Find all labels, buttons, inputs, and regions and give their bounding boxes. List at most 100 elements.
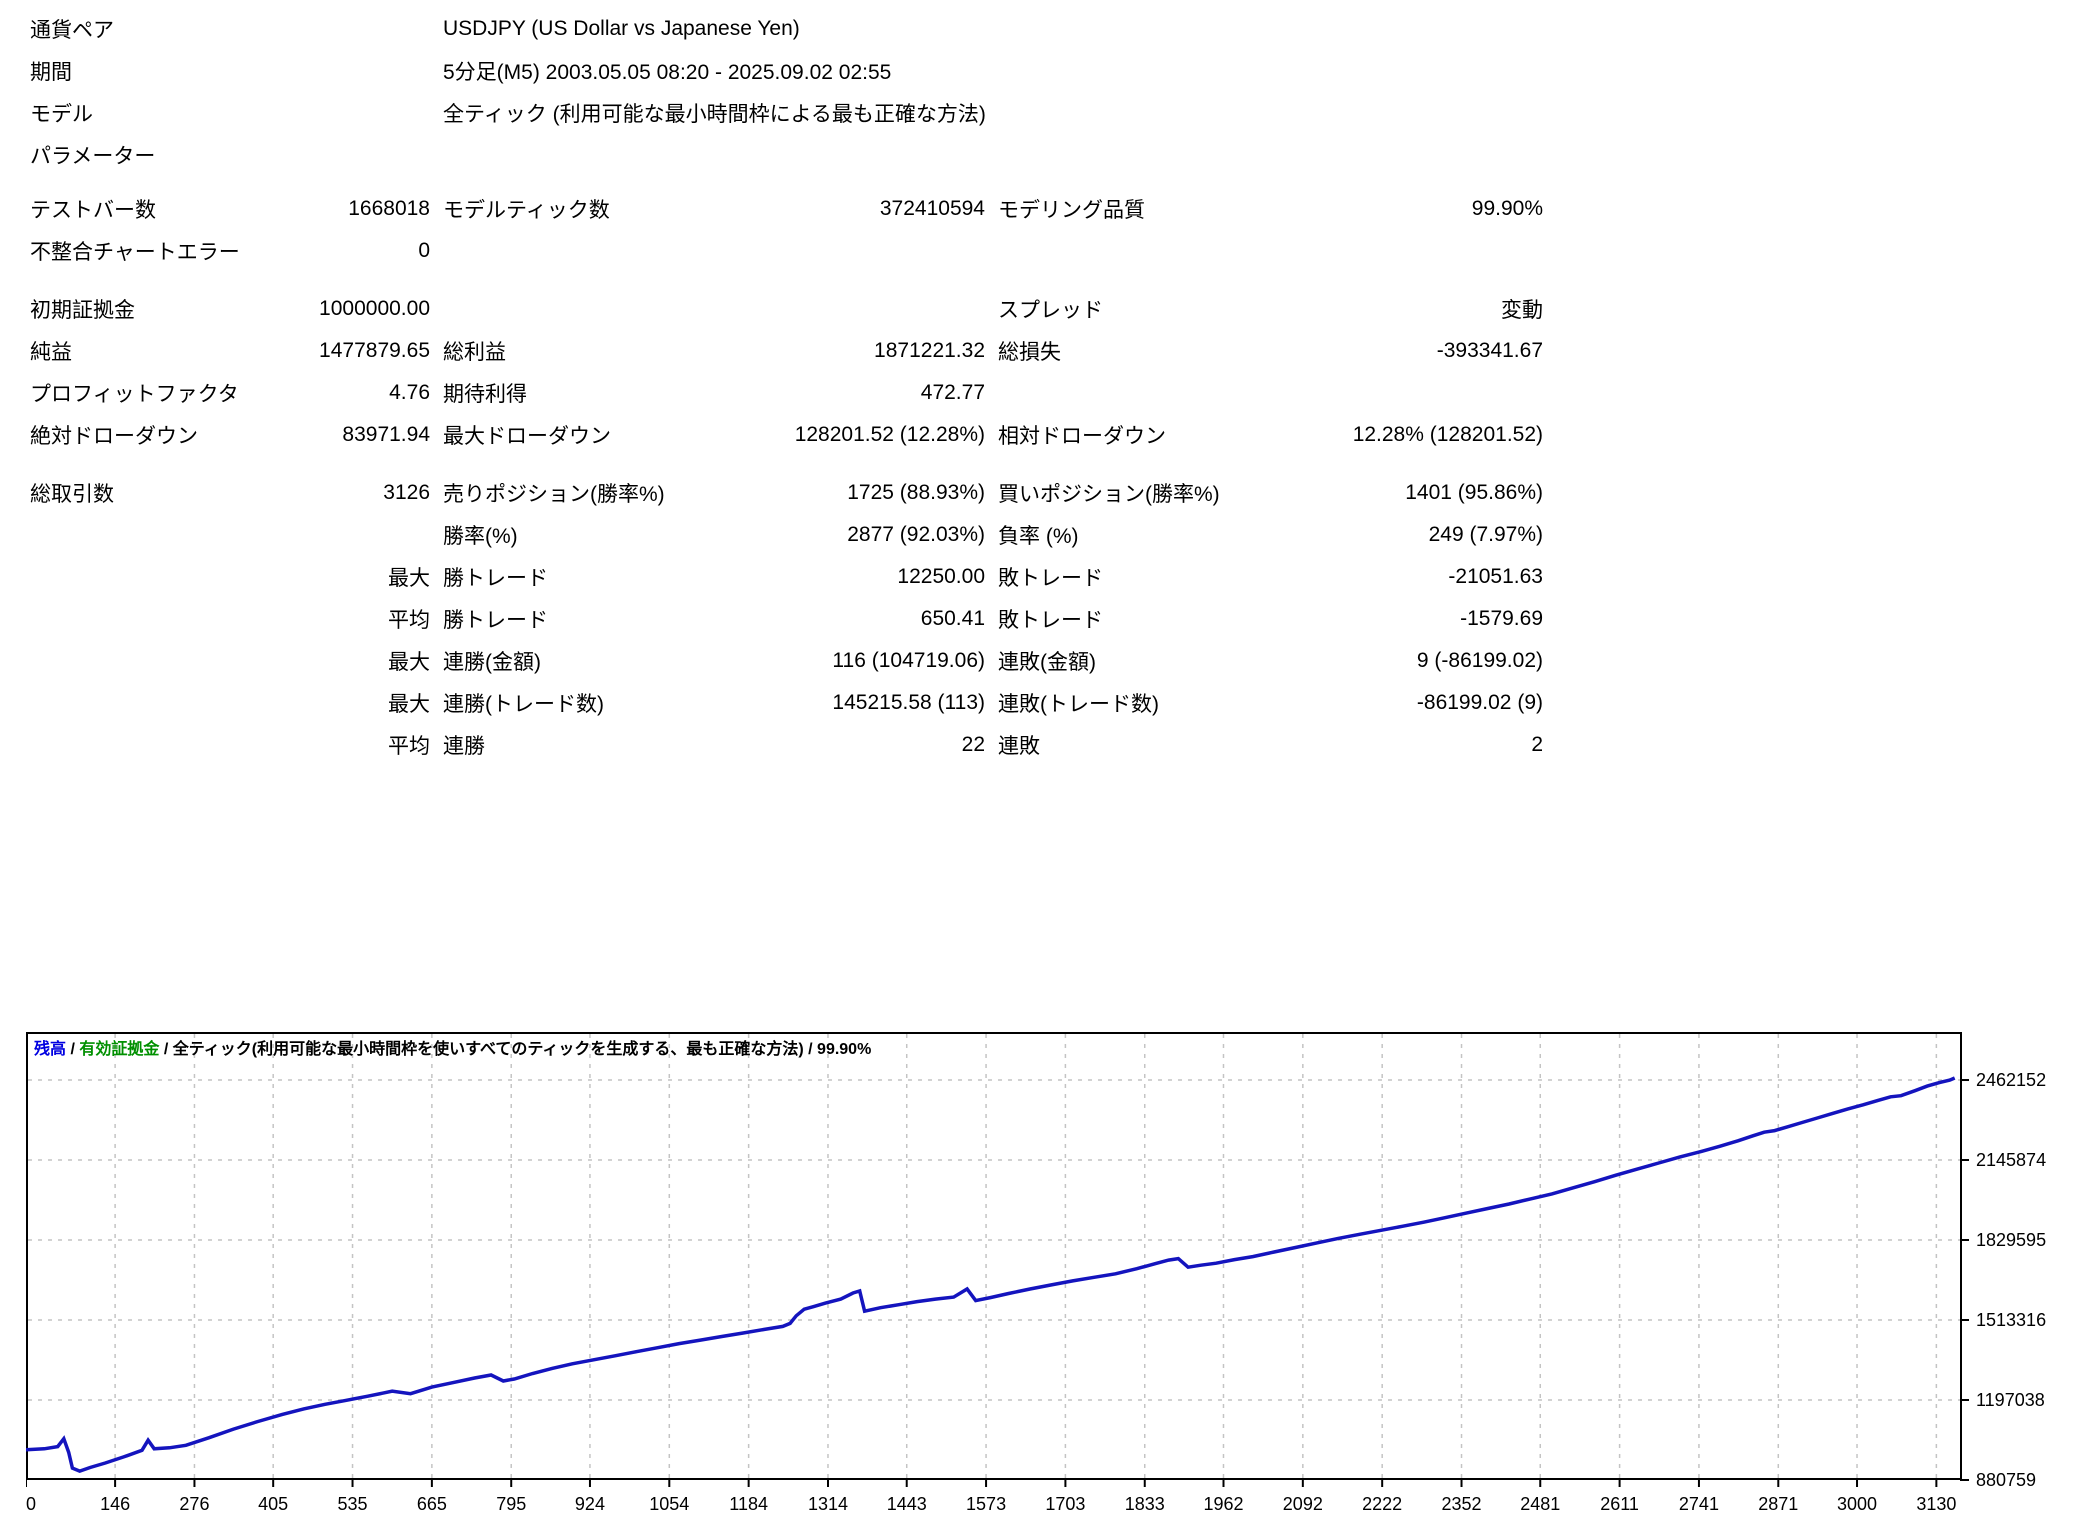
- summary-section: 通貨ペア USDJPY (US Dollar vs Japanese Yen) 期間…: [0, 8, 2093, 176]
- stat-label-3: 買いポジション(勝率%): [998, 483, 1220, 506]
- stat-value-3: -86199.02 (9): [1416, 691, 1543, 714]
- stat-value-2: 145215.58 (113): [832, 691, 985, 714]
- legend-text: / 99.90%: [804, 1041, 872, 1058]
- stat-value-1: 最大: [388, 567, 430, 590]
- summary-row: パラメーター: [30, 134, 2093, 176]
- stats-row: 初期証拠金 1000000.00 スプレッド 変動: [30, 288, 2093, 330]
- summary-label: モデル: [30, 103, 93, 126]
- stat-label-1: テストバー数: [30, 199, 156, 222]
- stat-label-2: 勝トレード: [443, 567, 548, 590]
- stats-row: 絶対ドローダウン 83971.94 最大ドローダウン 128201.52 (12.28…: [30, 414, 2093, 456]
- stat-value-2: 22: [961, 733, 985, 756]
- stat-value-3: -393341.67: [1436, 339, 1543, 362]
- x-tick-label: 2352: [1441, 1494, 1481, 1514]
- stats-subsection: 総取引数 3126 売りポジション(勝率%) 1725 (88.93%) 買いポジション…: [0, 472, 2093, 766]
- summary-value: 全ティック (利用可能な最小時間枠による最も正確な方法): [443, 103, 986, 126]
- stat-label-1: 不整合チャートエラー: [30, 241, 240, 264]
- stat-value-1: 0: [418, 239, 430, 262]
- x-tick-label: 276: [179, 1494, 209, 1514]
- chart-legend: 残高 / 有効証拠金 / 全ティック(利用可能な最小時間枠を使いすべてのティック…: [34, 1039, 871, 1058]
- x-tick-label: 795: [496, 1494, 526, 1514]
- stat-label-2: 期待利得: [443, 383, 527, 406]
- stat-label-2: モデルティック数: [443, 199, 610, 222]
- stat-label-3: 総損失: [998, 341, 1061, 364]
- stat-value-1: 1477879.65: [319, 339, 430, 362]
- stats-subsection: テストバー数 1668018 モデルティック数 372410594 モデリング品質 99.…: [0, 188, 2093, 272]
- summary-label: 期間: [30, 61, 72, 84]
- stat-value-3: 9 (-86199.02): [1416, 649, 1543, 672]
- stat-value-2: 372410594: [879, 197, 985, 220]
- summary-label: パラメーター: [30, 145, 156, 168]
- x-tick-label: 3130: [1916, 1494, 1956, 1514]
- stat-label-2: 連勝: [443, 735, 485, 758]
- stat-label-1: 純益: [30, 341, 72, 364]
- stat-label-3: 連敗(トレード数): [998, 693, 1159, 716]
- stat-label-2: 総利益: [443, 341, 506, 364]
- x-tick-label: 0: [26, 1494, 36, 1514]
- y-tick-label: 2462152: [1976, 1070, 2046, 1090]
- legend-text: /: [159, 1041, 172, 1058]
- legend-text: 全ティック(利用可能な最小時間枠を使いすべてのティックを生成する、最も正確な方法…: [172, 1039, 804, 1058]
- stats-row: 最大 連勝(金額) 116 (104719.06) 連敗(金額) 9 (-86199.0…: [30, 640, 2093, 682]
- summary-value: USDJPY (US Dollar vs Japanese Yen): [443, 17, 800, 40]
- x-tick-label: 1573: [966, 1494, 1006, 1514]
- stat-label-2: 勝トレード: [443, 609, 548, 632]
- stat-value-1: 最大: [388, 651, 430, 674]
- x-tick-label: 924: [575, 1494, 605, 1514]
- x-tick-label: 1184: [729, 1494, 768, 1514]
- y-tick-label: 2145874: [1976, 1150, 2046, 1170]
- stats-row: 勝率(%) 2877 (92.03%) 負率 (%) 249 (7.97%): [30, 514, 2093, 556]
- stat-value-3: 249 (7.97%): [1428, 523, 1543, 546]
- stats-row: 総取引数 3126 売りポジション(勝率%) 1725 (88.93%) 買いポジション…: [30, 472, 2093, 514]
- stat-value-3: -1579.69: [1460, 607, 1543, 630]
- x-tick-label: 1314: [808, 1494, 848, 1514]
- stats-row: 最大 連勝(トレード数) 145215.58 (113) 連敗(トレード数) -8619…: [30, 682, 2093, 724]
- stat-value-1: 1000000.00: [319, 297, 430, 320]
- legend-text: /: [66, 1041, 79, 1058]
- y-tick-label: 1829595: [1976, 1230, 2046, 1250]
- stat-value-2: 116 (104719.06): [832, 649, 985, 672]
- stats-row: 平均 連勝 22 連敗 2: [30, 724, 2093, 766]
- stat-value-1: 最大: [388, 693, 430, 716]
- stat-value-1: 平均: [388, 735, 430, 758]
- stat-value-2: 650.41: [920, 607, 985, 630]
- equity-curve-chart: 880759 1197038 1513316 1829595 2145874 246215…: [26, 1032, 2093, 1518]
- x-tick-label: 2741: [1679, 1494, 1719, 1514]
- summary-row: 通貨ペア USDJPY (US Dollar vs Japanese Yen): [30, 8, 2093, 50]
- x-tick-label: 2222: [1362, 1494, 1402, 1514]
- stat-label-1: 絶対ドローダウン: [30, 425, 198, 448]
- stat-label-2: 最大ドローダウン: [443, 425, 611, 448]
- summary-value: 5分足(M5) 2003.05.05 08:20 - 2025.09.02 02…: [443, 61, 892, 84]
- stats-row: 平均 勝トレード 650.41 敗トレード -1579.69: [30, 598, 2093, 640]
- x-tick-label: 3000: [1837, 1494, 1877, 1514]
- stat-label-2: 連勝(金額): [443, 651, 541, 674]
- legend-balance-label: 残高: [34, 1039, 66, 1058]
- stat-label-3: モデリング品質: [998, 199, 1145, 222]
- stats-row: 最大 勝トレード 12250.00 敗トレード -21051.63: [30, 556, 2093, 598]
- stat-label-2: 勝率(%): [443, 525, 518, 548]
- stat-label-2: 売りポジション(勝率%): [443, 483, 665, 506]
- stat-label-1: 総取引数: [30, 483, 114, 506]
- equity-curve-svg: 880759 1197038 1513316 1829595 2145874 246215…: [26, 1032, 2046, 1514]
- x-tick-label: 2092: [1283, 1494, 1323, 1514]
- stat-label-3: スプレッド: [998, 299, 1103, 322]
- x-tick-label: 1054: [649, 1494, 689, 1514]
- legend-equity-label: 有効証拠金: [79, 1039, 160, 1058]
- stat-value-1: 1668018: [348, 197, 430, 220]
- stats-row: テストバー数 1668018 モデルティック数 372410594 モデリング品質 99.…: [30, 188, 2093, 230]
- stats-section: テストバー数 1668018 モデルティック数 372410594 モデリング品質 99.…: [0, 188, 2093, 766]
- x-tick-label: 2481: [1520, 1494, 1560, 1514]
- summary-label: 通貨ペア: [30, 19, 114, 42]
- stat-value-1: 平均: [388, 609, 430, 632]
- x-tick-label: 1703: [1045, 1494, 1085, 1514]
- stat-value-2: 128201.52 (12.28%): [794, 423, 985, 446]
- stat-label-3: 負率 (%): [998, 525, 1079, 548]
- stat-label-3: 敗トレード: [998, 609, 1103, 632]
- x-tick-label: 405: [258, 1494, 288, 1514]
- stat-label-3: 連敗(金額): [998, 651, 1096, 674]
- stat-value-3: 99.90%: [1471, 197, 1543, 220]
- stat-value-2: 12250.00: [897, 565, 985, 588]
- stat-value-1: 4.76: [389, 381, 430, 404]
- report-body: 通貨ペア USDJPY (US Dollar vs Japanese Yen) 期間…: [0, 8, 2093, 766]
